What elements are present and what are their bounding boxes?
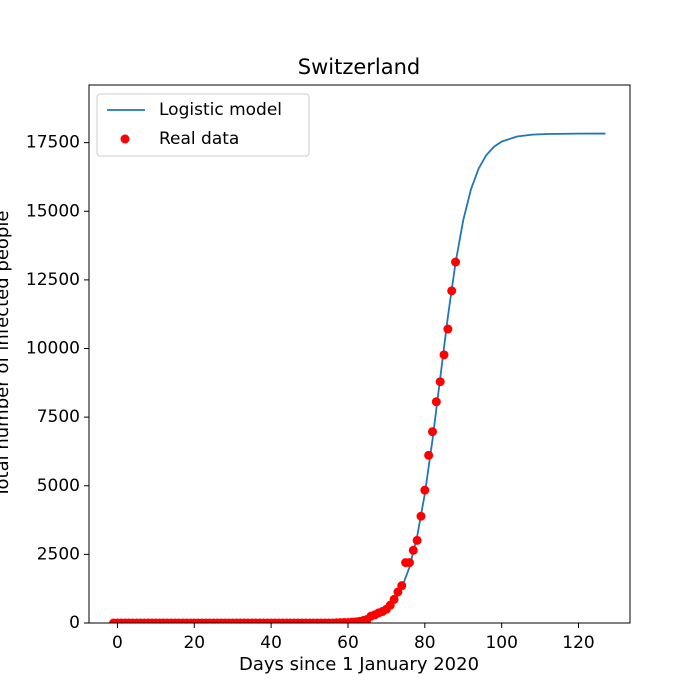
x-tick-label: 60	[337, 633, 359, 653]
data-point	[404, 558, 414, 568]
chart-title: Switzerland	[298, 55, 421, 79]
plot-area	[109, 132, 606, 623]
y-tick-label: 2500	[37, 544, 80, 564]
data-point	[389, 594, 399, 604]
x-tick-label: 120	[562, 633, 594, 653]
plot-frame	[88, 84, 631, 624]
data-point	[439, 350, 449, 360]
x-axis-label: Days since 1 January 2020	[239, 654, 479, 675]
data-point	[424, 450, 434, 460]
data-point	[420, 485, 430, 495]
data-point	[408, 545, 418, 555]
data-point	[451, 257, 461, 267]
y-tick-label: 7500	[37, 407, 80, 427]
x-tick-label: 40	[260, 633, 282, 653]
data-point	[435, 377, 445, 387]
data-point	[412, 535, 422, 545]
data-point	[447, 286, 457, 296]
x-tick-label: 0	[112, 633, 123, 653]
x-tick-label: 100	[485, 633, 517, 653]
legend-box	[96, 93, 310, 157]
data-point	[443, 324, 453, 334]
legend-label: Logistic model	[159, 100, 282, 120]
y-tick-label: 5000	[37, 476, 80, 496]
data-point	[397, 581, 407, 591]
x-tick-label: 20	[183, 633, 205, 653]
y-tick-label: 15000	[26, 201, 80, 221]
y-tick-label: 10000	[26, 339, 80, 359]
y-tick-label: 0	[69, 613, 80, 633]
data-point	[416, 511, 426, 521]
data-point	[431, 397, 441, 407]
model-line	[113, 132, 606, 623]
x-tick-label: 80	[414, 633, 436, 653]
data-point	[428, 427, 438, 437]
legend-dot	[120, 134, 130, 144]
y-axis-label: Total number of infected people	[0, 211, 13, 499]
y-tick-label: 17500	[26, 133, 80, 153]
y-tick-label: 12500	[26, 270, 80, 290]
legend-label: Real data	[159, 129, 239, 149]
